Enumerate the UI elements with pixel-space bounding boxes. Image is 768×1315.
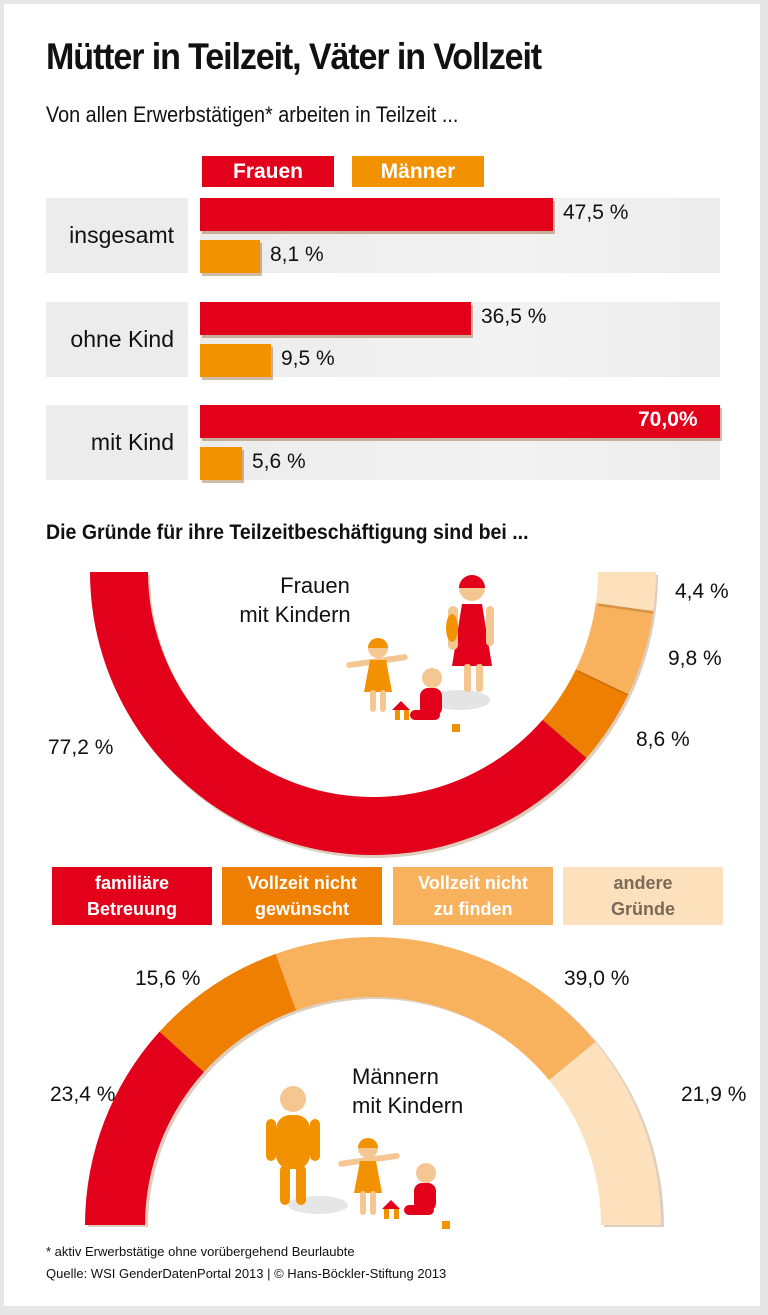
frauen-bar-value: 36,5 % — [481, 305, 547, 328]
women-segment-vollzeit-nicht-gewuenscht — [542, 669, 629, 758]
reason-legend-line1: Vollzeit nicht — [247, 873, 357, 893]
frauen-bar-value: 70,0% — [638, 408, 698, 431]
maenner-bar — [200, 447, 242, 480]
men-segment-vollzeit-nicht-zu-finden — [275, 937, 596, 1081]
reason-legend-line2: gewünscht — [254, 899, 349, 919]
maenner-bar-value: 9,5 % — [281, 347, 335, 370]
reason-legend-familiaere-betreuung: familiäre Betreuung — [52, 867, 212, 925]
women-center-label-line1: Frauen — [280, 573, 350, 598]
men-pct-andere-gruende: 21,9 % — [681, 1083, 747, 1106]
reasons-title: Die Gründe für ihre Teilzeitbeschäftigun… — [46, 521, 529, 544]
reason-legend-line2: zu finden — [433, 899, 513, 919]
women-center-label-line2: mit Kindern — [239, 602, 351, 627]
women-pct-vollzeit-nicht-zu-finden: 9,8 % — [668, 647, 722, 670]
frauen-bar — [200, 198, 553, 231]
maenner-bar — [200, 240, 260, 273]
women-segment-andere-gruende — [595, 572, 656, 611]
maenner-bar-value: 5,6 % — [252, 450, 306, 473]
maenner-bar-value: 8,1 % — [270, 243, 324, 266]
women-pct-vollzeit-nicht-gewuenscht: 8,6 % — [636, 728, 690, 751]
men-pct-familiaere-betreuung: 23,4 % — [50, 1083, 116, 1106]
men-pct-vollzeit-nicht-gewuenscht: 15,6 % — [135, 967, 201, 990]
reason-legend-line2: Betreuung — [87, 899, 177, 919]
frauen-bar-value: 47,5 % — [563, 201, 629, 224]
bar-category-label: mit Kind — [46, 405, 188, 480]
bar-category-label: ohne Kind — [46, 302, 188, 377]
women-half-donut — [90, 572, 658, 858]
reason-legend-vollzeit-nicht-gewuenscht: Vollzeit nicht gewünscht — [222, 867, 382, 925]
frauen-bar — [200, 302, 471, 335]
bar-category-label: insgesamt — [46, 198, 188, 273]
men-center-label: Männern mit Kindern — [338, 1062, 512, 1120]
page-title: Mütter in Teilzeit, Väter in Vollzeit — [46, 36, 542, 77]
family-father-illustration-icon — [266, 1086, 450, 1229]
men-pct-vollzeit-nicht-zu-finden: 39,0 % — [564, 967, 630, 990]
women-segment-familiaere-betreuung — [90, 572, 587, 856]
legend-maenner-label: Männer — [380, 159, 456, 183]
reason-legend-line1: familiäre — [94, 873, 170, 893]
reason-legend-line1: andere — [613, 873, 673, 893]
women-center-label: Frauen mit Kindern — [210, 571, 380, 629]
men-center-label-line2: mit Kindern — [352, 1093, 464, 1118]
women-segment-vollzeit-nicht-zu-finden — [575, 603, 654, 695]
reason-legend-line1: Vollzeit nicht — [418, 873, 528, 893]
legend-maenner: Männer — [352, 156, 484, 187]
men-half-donut — [85, 937, 664, 1227]
maenner-bar — [200, 344, 271, 377]
women-pct-andere-gruende: 4,4 % — [675, 580, 729, 603]
legend-frauen-label: Frauen — [232, 159, 303, 183]
men-segment-vollzeit-nicht-gewuenscht — [159, 953, 297, 1072]
reason-legend-line2: Gründe — [610, 899, 675, 919]
men-segment-familiaere-betreuung — [85, 1031, 204, 1225]
family-mother-illustration-icon — [346, 575, 494, 732]
legend-frauen: Frauen — [202, 156, 334, 187]
bar-chart-subtitle: Von allen Erwerbstätigen* arbeiten in Te… — [46, 102, 459, 127]
women-pct-familiaere-betreuung: 77,2 % — [48, 736, 114, 759]
source-credit: Quelle: WSI GenderDatenPortal 2013 | © H… — [46, 1266, 447, 1281]
reason-legend-vollzeit-nicht-zu-finden: Vollzeit nicht zu finden — [393, 867, 553, 925]
men-center-label-line1: Männern — [352, 1064, 439, 1089]
frauen-bar — [200, 405, 720, 438]
men-segment-andere-gruende — [549, 1041, 661, 1225]
footnote: * aktiv Erwerbstätige ohne vorübergehend… — [46, 1244, 355, 1259]
reason-legend-andere-gruende: andere Gründe — [563, 867, 723, 925]
